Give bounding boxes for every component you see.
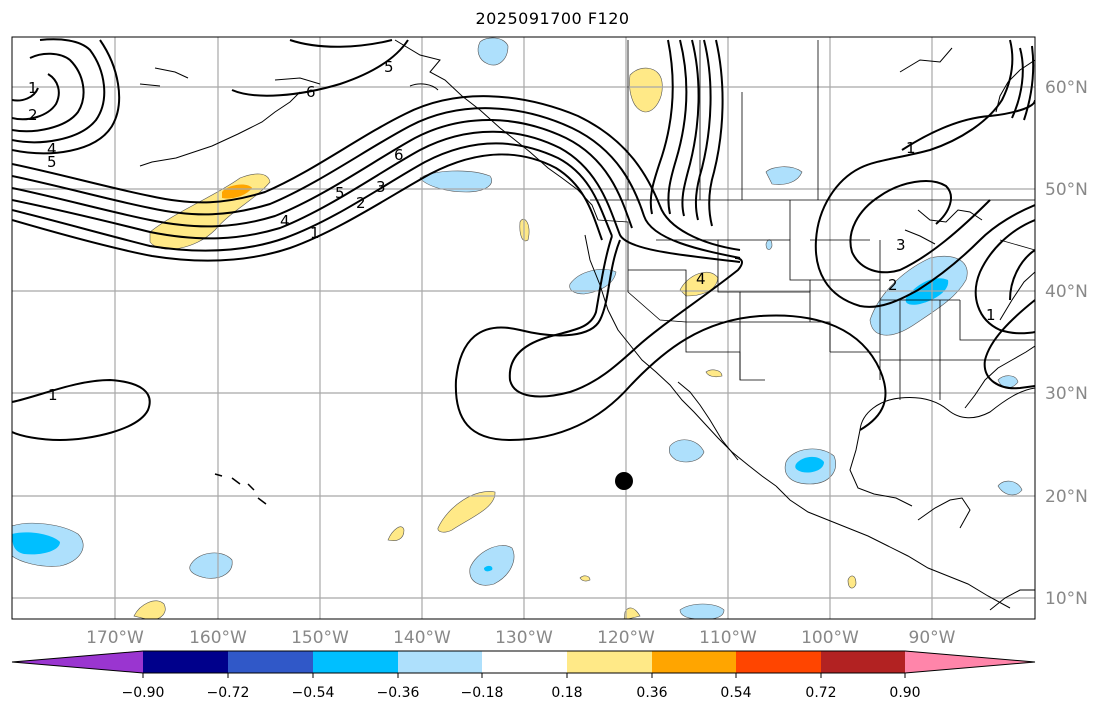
colorbar-segment — [482, 651, 567, 673]
contour-line-labels: 1 2 4 5 6 5 1 2 3 4 5 6 1 1 1 2 3 4 — [28, 58, 996, 404]
contour-lines — [12, 38, 1035, 442]
lat-label: 60°N — [1045, 78, 1088, 98]
contour-label: 3 — [896, 236, 906, 254]
colorbar-tick-label: 0.72 — [805, 685, 836, 701]
contour-label: 1 — [48, 386, 58, 404]
lon-label: 100°W — [801, 628, 859, 648]
colorbar-segment — [12, 651, 143, 673]
colorbar-segment — [228, 651, 313, 673]
lat-label: 30°N — [1045, 384, 1088, 404]
colorbar-tick-label: −0.18 — [461, 685, 504, 701]
graticule — [12, 37, 1035, 619]
contour-label: 5 — [384, 58, 394, 76]
lon-label: 130°W — [495, 628, 553, 648]
contour-label: 1 — [310, 224, 320, 242]
contour-label: 2 — [888, 276, 898, 294]
contour-label: 1 — [986, 306, 996, 324]
contour-label: 5 — [335, 184, 345, 202]
colorbar-segment — [905, 651, 1035, 673]
contour-label: 6 — [394, 146, 404, 164]
contour-label: 1 — [906, 139, 916, 157]
lon-label: 170°W — [86, 628, 144, 648]
contour-label: 6 — [306, 83, 316, 101]
colorbar-segment — [821, 651, 905, 673]
colorbar-segment — [398, 651, 482, 673]
colorbar-segment — [143, 651, 228, 673]
anomaly-shading — [12, 37, 1023, 619]
contour-label: 1 — [28, 79, 38, 97]
map-title: 2025091700 F120 — [475, 9, 630, 28]
coastlines — [139, 39, 1035, 611]
lon-label: 90°W — [909, 628, 956, 648]
colorbar-tick-label: −0.90 — [122, 685, 165, 701]
contour-label: 5 — [47, 153, 57, 171]
lat-label: 50°N — [1045, 180, 1088, 200]
colorbar-tick-label: 0.36 — [636, 685, 667, 701]
lon-label: 110°W — [699, 628, 757, 648]
map-frame — [11, 36, 1036, 620]
lon-label: 160°W — [189, 628, 247, 648]
lat-label: 10°N — [1045, 589, 1088, 609]
contour-label: 3 — [376, 178, 386, 196]
colorbar-tick-label: 0.54 — [720, 685, 751, 701]
colorbar-tick-label: 0.18 — [551, 685, 582, 701]
contour-label: 4 — [280, 212, 290, 230]
contour-label: 4 — [47, 140, 57, 158]
colorbar-tick-label: −0.36 — [377, 685, 420, 701]
colorbar-segment — [652, 651, 736, 673]
colorbar-segment — [567, 651, 652, 673]
colorbar-tick-label: 0.90 — [889, 685, 920, 701]
contour-label: 2 — [356, 194, 366, 212]
lat-label: 20°N — [1045, 487, 1088, 507]
colorbar: −0.90 −0.72 −0.54 −0.36 −0.18 0.18 0.36 … — [11, 650, 1036, 701]
contour-label: 2 — [28, 106, 38, 124]
lat-label: 40°N — [1045, 282, 1088, 302]
latitude-labels: 60°N 50°N 40°N 30°N 20°N 10°N — [1045, 78, 1088, 609]
lon-label: 140°W — [393, 628, 451, 648]
lon-label: 150°W — [291, 628, 349, 648]
lon-label: 120°W — [597, 628, 655, 648]
colorbar-tick-label: −0.72 — [207, 685, 250, 701]
contour-label: 4 — [696, 270, 706, 288]
colorbar-tick-label: −0.54 — [292, 685, 335, 701]
longitude-labels: 170°W 160°W 150°W 140°W 130°W 120°W 110°… — [86, 628, 956, 648]
location-marker — [615, 472, 633, 490]
colorbar-segment — [736, 651, 821, 673]
colorbar-segment — [313, 651, 398, 673]
